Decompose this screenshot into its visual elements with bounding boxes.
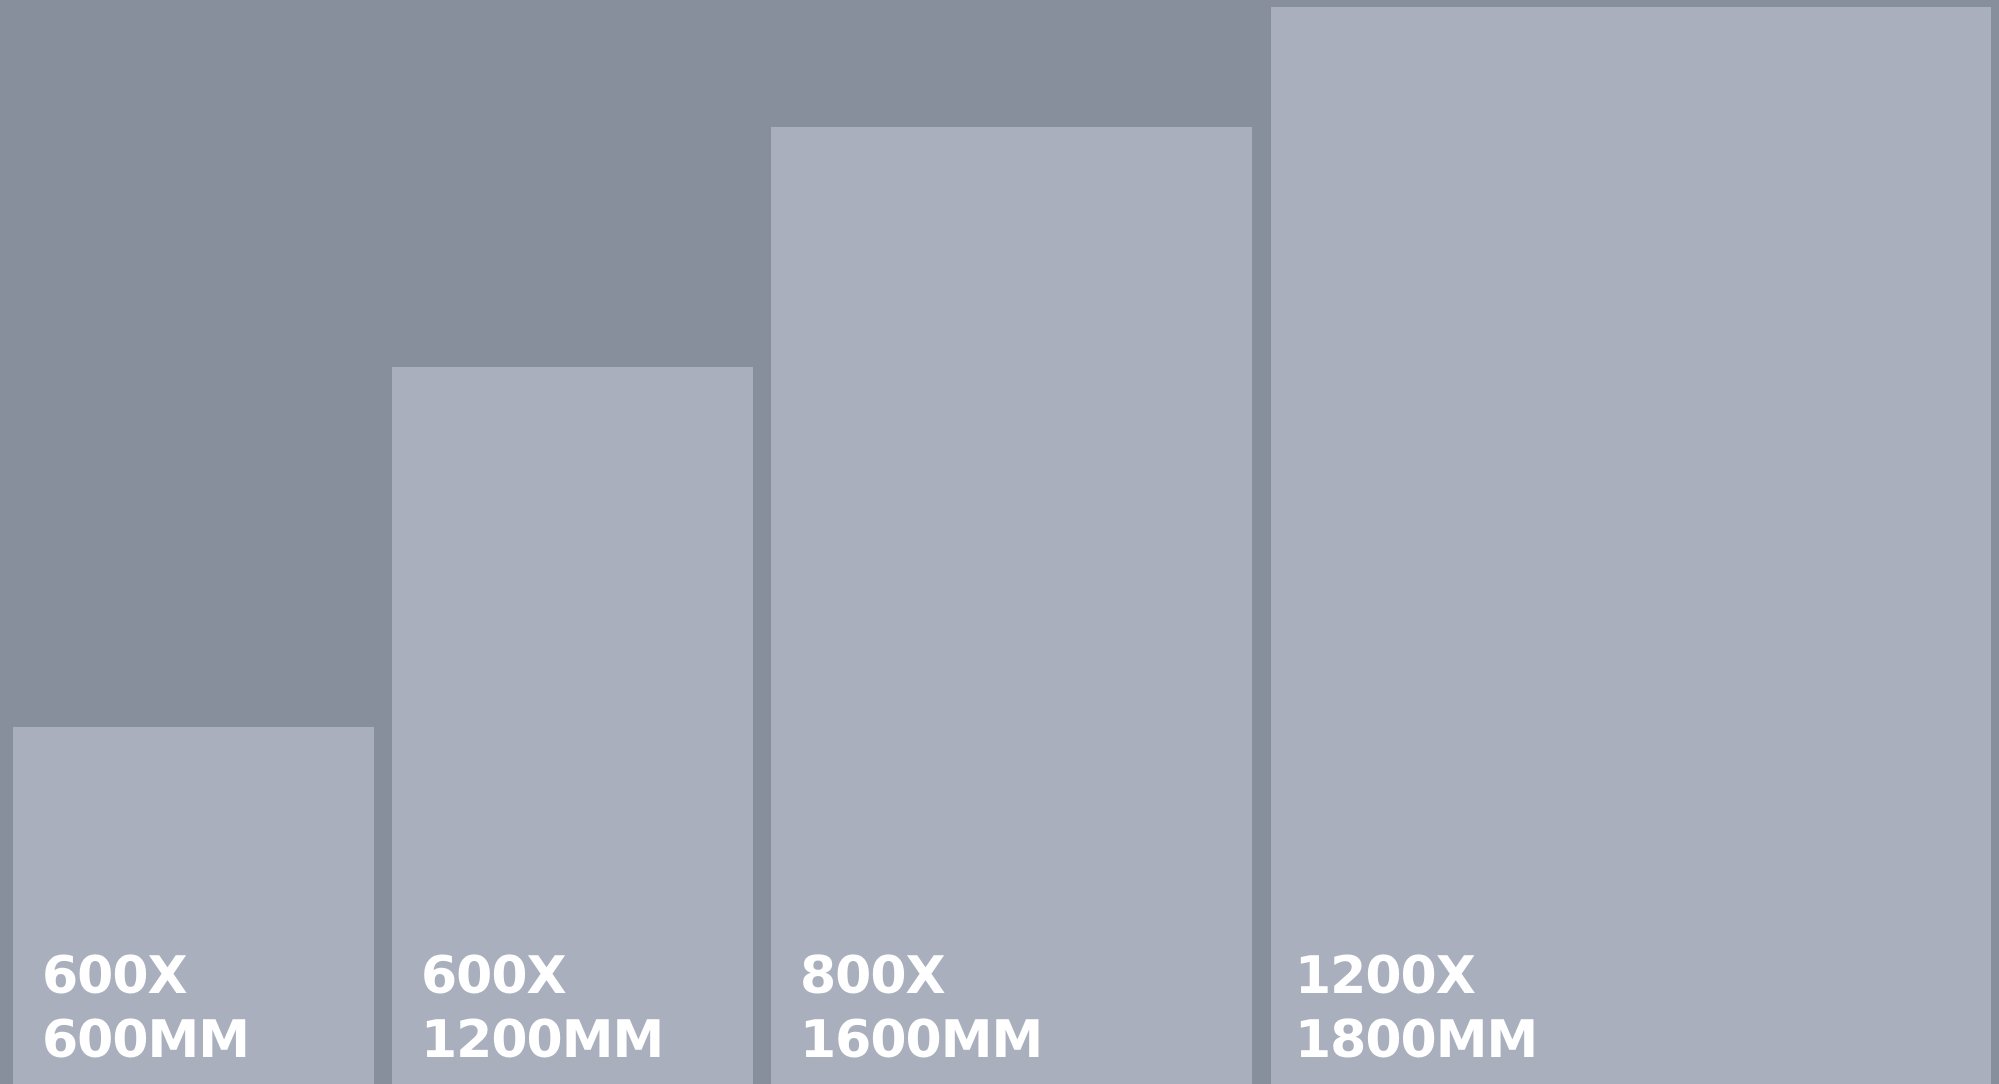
size-label: 1200X 1800MM xyxy=(1295,944,1538,1072)
size-label-line1: 800X xyxy=(800,946,946,1006)
size-label-line1: 1200X xyxy=(1295,946,1476,1006)
size-label: 600X 600MM xyxy=(42,944,250,1072)
size-label-line1: 600X xyxy=(42,946,188,1006)
size-label: 800X 1600MM xyxy=(800,944,1043,1072)
size-label-line1: 600X xyxy=(421,946,567,1006)
size-tile-800x1600: 800X 1600MM xyxy=(771,127,1252,1084)
size-label-line2: 600MM xyxy=(42,1010,250,1070)
size-label-line2: 1200MM xyxy=(421,1010,664,1070)
size-tile-1200x1800: 1200X 1800MM xyxy=(1271,7,1991,1084)
size-label-line2: 1800MM xyxy=(1295,1010,1538,1070)
size-tile-600x1200: 600X 1200MM xyxy=(392,367,753,1084)
size-label-line2: 1600MM xyxy=(800,1010,1043,1070)
size-tile-600x600: 600X 600MM xyxy=(13,727,374,1084)
size-label: 600X 1200MM xyxy=(421,944,664,1072)
